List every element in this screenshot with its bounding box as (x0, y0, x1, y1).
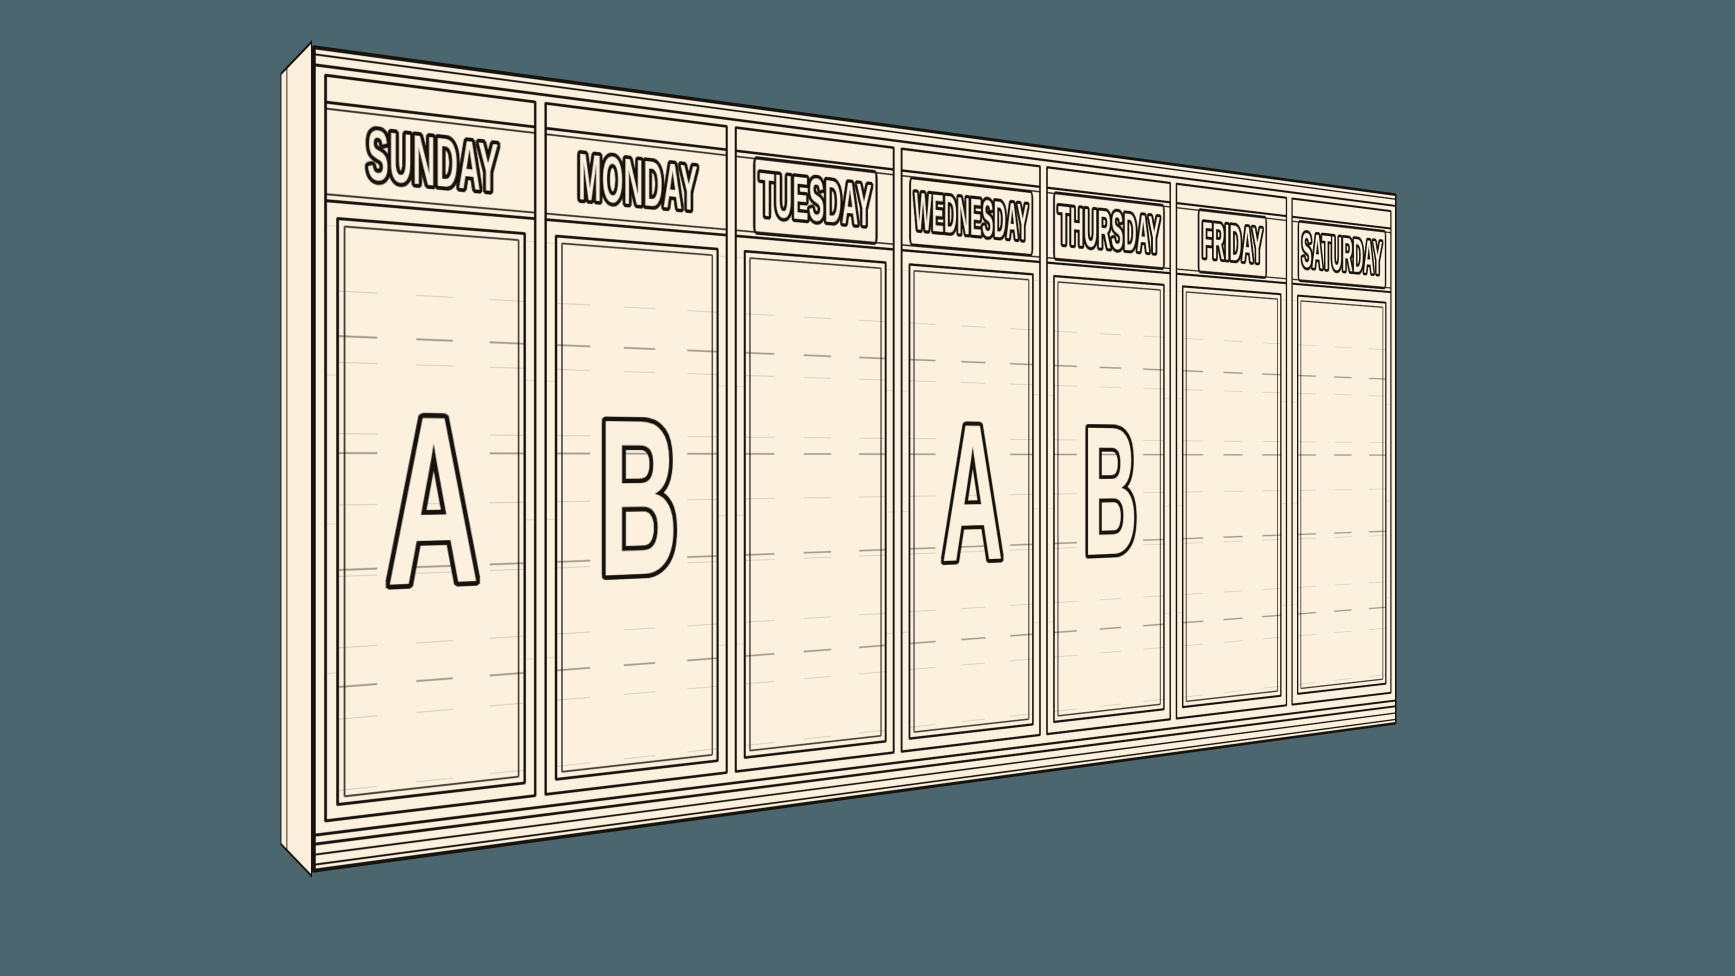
header-band-tuesday: TUESDAY (736, 149, 893, 251)
column-monday: MONDAY B (544, 101, 728, 796)
header-band-sunday: SUNDAY (326, 100, 534, 220)
column-saturday: SATURDAY (1291, 197, 1392, 706)
column-wednesday: WEDNESDAY A (900, 147, 1042, 753)
header-band-thursday: THURSDAY (1048, 186, 1170, 275)
day-label-monday: MONDAY (578, 140, 698, 225)
day-label-thursday: THURSDAY (1053, 191, 1166, 271)
column-sunday: SUNDAY A (324, 73, 537, 823)
weekly-cabinet-board: SUNDAY A MONDAY B (280, 40, 1397, 878)
header-band-saturday: SATURDAY (1292, 215, 1391, 294)
header-band-wednesday: WEDNESDAY (902, 169, 1040, 264)
schedule-letter-thursday: B (1082, 387, 1138, 595)
door-panel-saturday (1297, 294, 1387, 695)
column-friday: FRIDAY (1175, 182, 1288, 720)
day-label-wednesday: WEDNESDAY (909, 176, 1034, 257)
door-panel-monday: B (554, 234, 719, 781)
header-band-monday: MONDAY (546, 126, 726, 237)
day-label-tuesday: TUESDAY (753, 155, 878, 246)
door-panel-wednesday: A (908, 263, 1034, 740)
day-label-friday: FRIDAY (1197, 208, 1268, 280)
board-front: SUNDAY A MONDAY B (312, 45, 1397, 873)
header-band-friday: FRIDAY (1177, 202, 1286, 285)
door-panel-thursday: B (1053, 274, 1165, 724)
day-label-sunday: SUNDAY (366, 116, 499, 207)
column-tuesday: TUESDAY (734, 126, 895, 773)
door-panel-tuesday (743, 249, 887, 760)
door-panel-friday (1182, 285, 1282, 709)
board-side-panel (280, 40, 312, 878)
schedule-letter-sunday: A (386, 365, 480, 637)
door-panel-sunday: A (336, 216, 526, 807)
schedule-letter-wednesday: A (941, 382, 1004, 604)
column-thursday: THURSDAY B (1046, 166, 1172, 736)
schedule-letter-monday: B (598, 372, 679, 624)
day-label-saturday: SATURDAY (1297, 219, 1387, 290)
